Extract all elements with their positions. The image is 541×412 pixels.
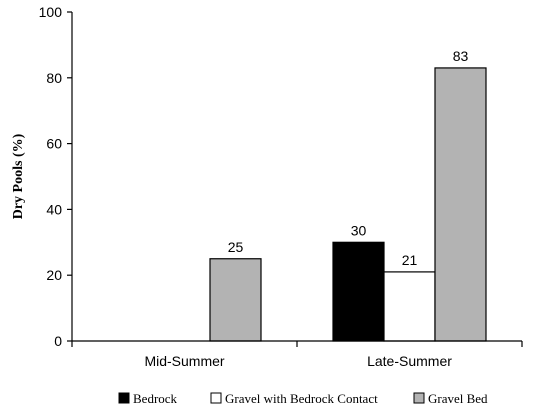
x-axis-ticks: Mid-Summer Late-Summer	[71, 341, 523, 369]
bar-data-label: 30	[351, 222, 367, 238]
bar	[209, 258, 262, 342]
legend-label: Bedrock	[133, 391, 178, 406]
legend-swatch	[210, 392, 222, 404]
legend-label: Gravel with Bedrock Contact	[225, 391, 378, 406]
y-tick-label: 0	[54, 333, 62, 349]
legend-label: Gravel Bed	[428, 391, 488, 406]
legend-swatch	[118, 392, 130, 404]
bar	[332, 241, 385, 342]
bar	[434, 67, 487, 342]
y-tick-label: 40	[46, 201, 62, 217]
bar-data-label: 21	[402, 252, 418, 268]
y-tick-label: 100	[39, 4, 63, 20]
x-category-label: Mid-Summer	[144, 353, 224, 369]
y-tick-label: 60	[46, 136, 62, 152]
bar-data-label: 83	[453, 48, 469, 64]
y-tick-label: 20	[46, 267, 62, 283]
legend-swatch	[413, 392, 425, 404]
bar	[383, 271, 436, 342]
bars: 25 30 21 83	[209, 48, 487, 342]
legend: Bedrock Gravel with Bedrock Contact Gravel…	[118, 391, 488, 406]
y-tick-label: 80	[46, 70, 62, 86]
bar-data-label: 25	[228, 239, 244, 255]
y-axis-ticks: 0 20 40 60 80 100	[39, 4, 72, 349]
x-category-label: Late-Summer	[367, 353, 452, 369]
y-axis-title: Dry Pools (%)	[11, 133, 26, 219]
